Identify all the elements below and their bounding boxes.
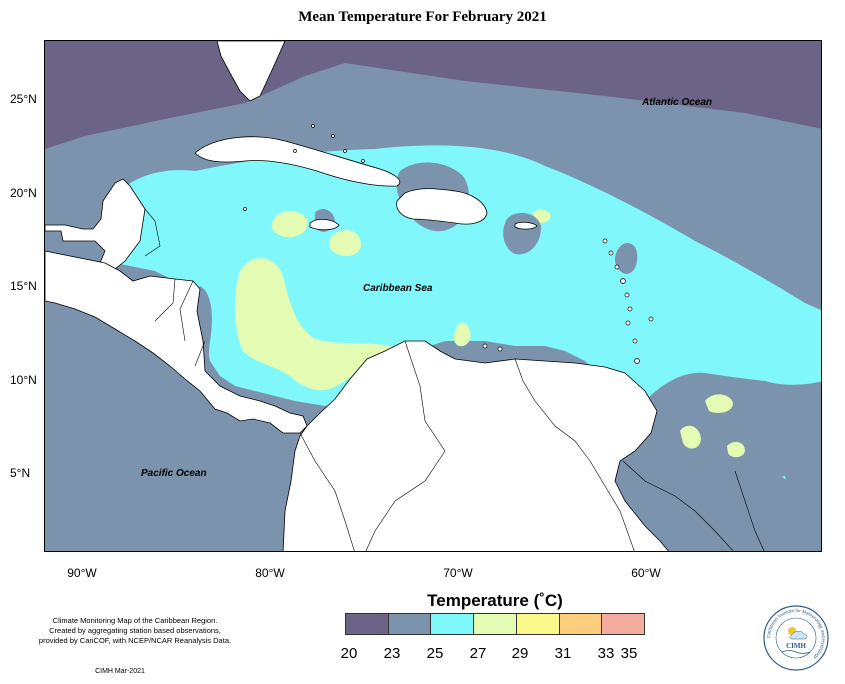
legend-swatch-23-25 xyxy=(388,614,432,634)
country-borders xyxy=(144,208,765,551)
legend-tick: 29 xyxy=(511,645,529,662)
legend-color-bar xyxy=(345,613,645,635)
land-puerto-rico xyxy=(514,221,538,230)
legend-tick: 31 xyxy=(554,645,572,662)
footnote-line: Created by aggregating station based obs… xyxy=(49,626,221,635)
lat-tick-15: 15°N xyxy=(10,279,37,293)
legend-swatch-31-33 xyxy=(559,614,603,634)
cloud-icon xyxy=(789,631,808,640)
light-zone-guyana-1 xyxy=(705,394,733,413)
footnote-line: Climate Monitoring Map of the Caribbean … xyxy=(52,616,218,625)
lon-tick-90: 90°W xyxy=(67,566,97,580)
land-florida xyxy=(216,41,286,102)
legend-swatch-29-31 xyxy=(516,614,560,634)
light-zone-jamaica-w xyxy=(271,211,308,238)
land-hispaniola xyxy=(396,188,488,225)
lat-tick-20: 20°N xyxy=(10,186,37,200)
credit-text: CIMH Mar-2021 xyxy=(95,668,145,675)
footnote-line: provided by CariCOF, with NCEP/NCAR Rean… xyxy=(38,636,232,645)
light-zone-central xyxy=(235,258,395,391)
legend-tick: 35 xyxy=(620,645,638,662)
grey-zone-guyana xyxy=(615,434,821,551)
light-zone-jamaica-e xyxy=(329,230,361,257)
land-central-america-mexico xyxy=(45,178,146,270)
legend-swatch-25-27 xyxy=(431,614,475,634)
land-jamaica xyxy=(309,219,340,231)
land-central-america xyxy=(45,250,308,434)
lesser-antilles-islands xyxy=(243,124,654,364)
light-zone-guyana-3 xyxy=(727,441,745,458)
legend-tick: 25 xyxy=(426,645,444,662)
logo-abbr: CIMH xyxy=(786,642,806,650)
cimh-logo: Caribbean Institute for Meteorology and … xyxy=(763,605,829,671)
map-title: Mean Temperature For February 2021 xyxy=(298,9,547,25)
lat-tick-25: 25°N xyxy=(10,92,37,106)
legend-tick: 20 xyxy=(340,645,358,662)
lon-tick-70: 70°W xyxy=(443,566,473,580)
lon-tick-80: 80°W xyxy=(255,566,285,580)
lat-tick-10: 10°N xyxy=(10,373,37,387)
temperature-map[interactable]: Atlantic Ocean Caribbean Sea Pacific Oce… xyxy=(44,40,822,552)
atlantic-ocean-label: Atlantic Ocean xyxy=(641,97,712,108)
dark-zone-north-atlantic xyxy=(45,41,821,149)
grey-zone-lesser-antilles xyxy=(615,242,638,274)
land-south-america xyxy=(282,340,669,551)
light-zone-guyana-2 xyxy=(680,425,701,449)
legend-swatch-20-23 xyxy=(346,614,389,634)
legend-tick: 33 xyxy=(597,645,615,662)
light-zone-venezuela xyxy=(453,322,471,347)
lat-tick-5: 5°N xyxy=(10,466,31,480)
legend-swatch-27-29 xyxy=(474,614,517,634)
land-cuba xyxy=(194,136,401,187)
legend-tick: 27 xyxy=(469,645,487,662)
map-canvas: Atlantic Ocean Caribbean Sea Pacific Oce… xyxy=(45,41,821,551)
lon-tick-60: 60°W xyxy=(631,566,661,580)
caribbean-sea-label: Caribbean Sea xyxy=(363,283,433,294)
pacific-ocean-label: Pacific Ocean xyxy=(141,468,207,479)
legend-title: Temperature (˚C) xyxy=(427,591,563,610)
legend-tick: 23 xyxy=(383,645,401,662)
wave-icon xyxy=(781,650,811,654)
map-footnote: Climate Monitoring Map of the Caribbean … xyxy=(20,616,250,646)
legend-swatch-33-35 xyxy=(602,614,645,634)
